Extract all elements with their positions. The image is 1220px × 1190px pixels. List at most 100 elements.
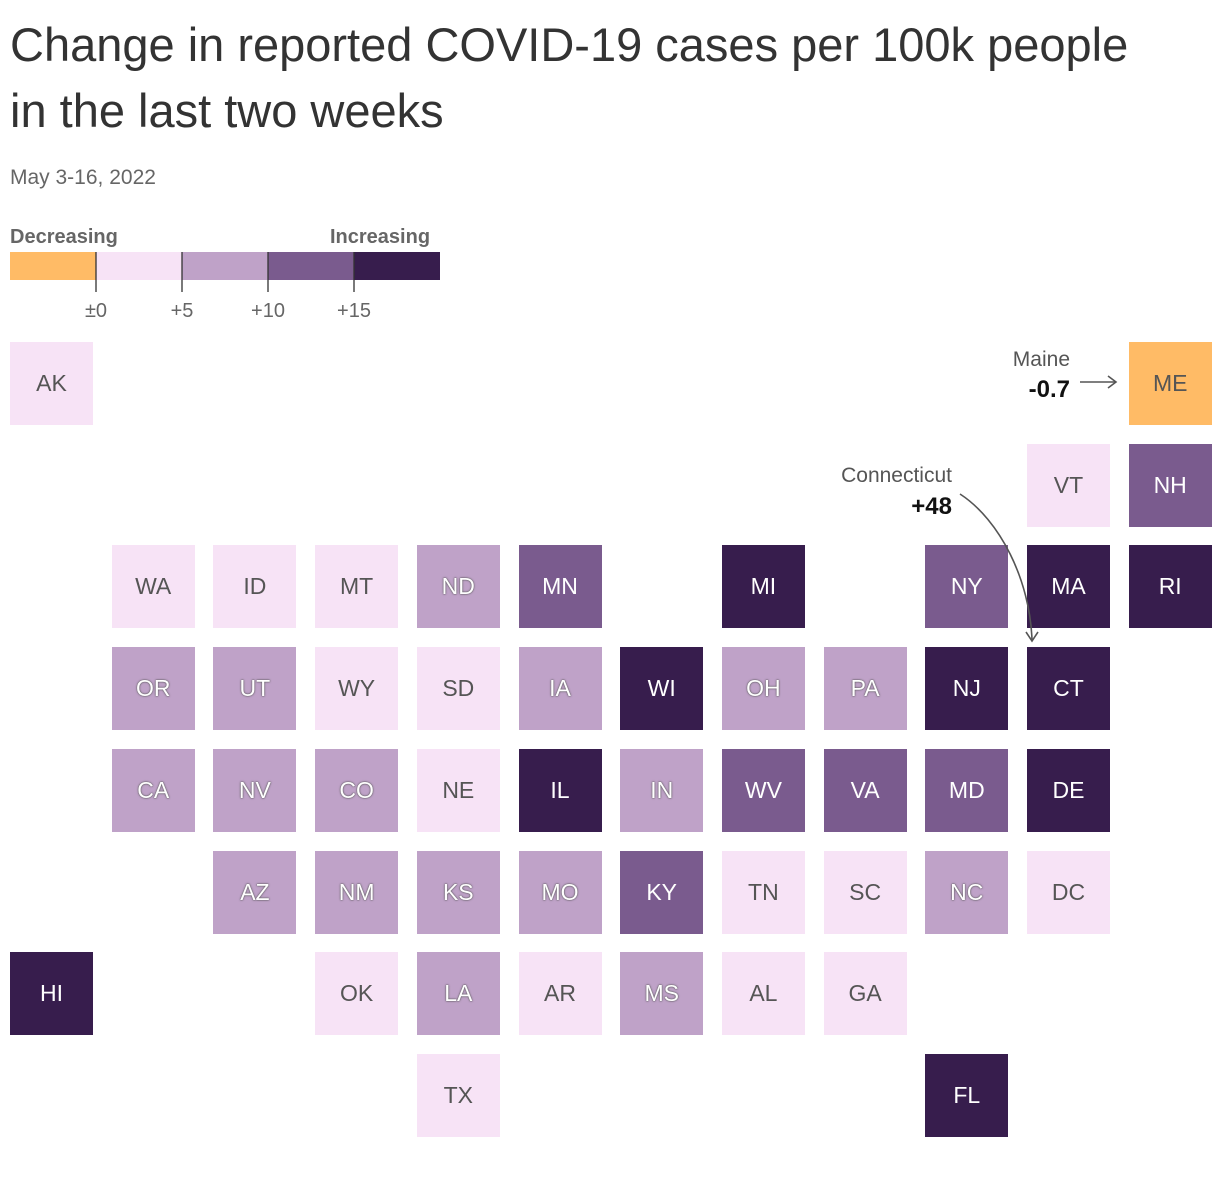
state-tile-tn[interactable]: TN xyxy=(721,850,805,934)
state-label: WA xyxy=(135,573,172,600)
state-tile-dc[interactable]: DC xyxy=(1027,850,1110,934)
state-label: KY xyxy=(646,878,678,905)
state-label: LA xyxy=(444,980,473,1007)
state-tile-ok[interactable]: OK xyxy=(315,952,399,1036)
state-label: DC xyxy=(1051,878,1086,905)
chart-subtitle: May 3-16, 2022 xyxy=(10,166,156,189)
state-tile-la[interactable]: LA xyxy=(416,952,500,1036)
state-tile-ga[interactable]: GA xyxy=(823,952,907,1036)
state-tile-co[interactable]: CO xyxy=(315,748,399,832)
state-tile-mn[interactable]: MN xyxy=(518,545,602,629)
legend-swatch-2 xyxy=(182,252,268,280)
state-tile-sd[interactable]: SD xyxy=(416,647,500,731)
state-label: ND xyxy=(441,573,475,600)
state-tile-ma[interactable]: MA xyxy=(1027,545,1110,629)
state-label: OH xyxy=(746,675,781,702)
state-label: WI xyxy=(647,675,676,702)
state-tile-ny[interactable]: NY xyxy=(925,545,1009,629)
state-tile-id[interactable]: ID xyxy=(213,545,297,629)
state-label: TX xyxy=(443,1081,473,1108)
state-tile-pa[interactable]: PA xyxy=(823,647,907,731)
state-tile-sc[interactable]: SC xyxy=(823,850,907,934)
state-tile-hi[interactable]: HI xyxy=(10,952,93,1036)
state-label: MT xyxy=(339,573,374,600)
state-tile-wi[interactable]: WI xyxy=(620,647,704,731)
state-label: FL xyxy=(953,1081,981,1108)
state-label: VT xyxy=(1053,471,1084,498)
state-label: IL xyxy=(550,776,570,803)
state-tile-va[interactable]: VA xyxy=(823,748,907,832)
state-label: NJ xyxy=(952,675,981,702)
state-tile-de[interactable]: DE xyxy=(1027,748,1110,832)
state-tile-fl[interactable]: FL xyxy=(925,1053,1009,1137)
state-tile-mi[interactable]: MI xyxy=(721,545,805,629)
state-tile-az[interactable]: AZ xyxy=(213,850,297,934)
state-label: OK xyxy=(339,980,374,1007)
state-tile-tx[interactable]: TX xyxy=(416,1053,500,1137)
state-tile-ne[interactable]: NE xyxy=(416,748,500,832)
state-tile-wv[interactable]: WV xyxy=(721,748,805,832)
state-label: AK xyxy=(36,370,67,396)
state-label: RI xyxy=(1158,573,1182,600)
legend-tick-label-15: +15 xyxy=(337,300,371,322)
state-label: NE xyxy=(442,776,475,803)
state-tile-ia[interactable]: IA xyxy=(518,647,602,731)
state-label: NY xyxy=(950,573,983,600)
state-tile-ut[interactable]: UT xyxy=(213,647,297,731)
state-tile-ky[interactable]: KY xyxy=(620,850,704,934)
state-tile-ar[interactable]: AR xyxy=(518,952,602,1036)
legend-swatch-3 xyxy=(268,252,354,280)
annotation-connecticut-value: +48 xyxy=(911,493,952,520)
state-label: DE xyxy=(1052,776,1085,803)
state-tile-oh[interactable]: OH xyxy=(721,647,805,731)
state-label: IA xyxy=(549,675,571,702)
state-tile-ct[interactable]: CT xyxy=(1027,647,1110,731)
legend-tick-label-5: +5 xyxy=(170,300,194,322)
state-tile-wa[interactable]: WA xyxy=(111,545,195,629)
state-tile-nj[interactable]: NJ xyxy=(925,647,1009,731)
state-tile-nd[interactable]: ND xyxy=(416,545,500,629)
state-tile-nc[interactable]: NC xyxy=(925,850,1009,934)
state-label: MO xyxy=(541,878,579,905)
state-tile-nv[interactable]: NV xyxy=(213,748,297,832)
legend-swatch-0 xyxy=(10,252,96,280)
state-label: CO xyxy=(339,776,374,803)
state-label: SC xyxy=(849,878,882,905)
legend-swatch-4 xyxy=(354,252,440,280)
state-tile-al[interactable]: AL xyxy=(721,952,805,1036)
state-label: KS xyxy=(442,878,474,905)
state-label: OR xyxy=(135,675,171,702)
chart-title: Change in reported COVID-19 cases per 10… xyxy=(10,18,1129,137)
state-tile-nh[interactable]: NH xyxy=(1128,443,1212,527)
state-label: CA xyxy=(137,776,170,803)
state-label: AZ xyxy=(240,878,270,905)
state-tile-ak[interactable]: AK xyxy=(10,342,93,425)
state-label: PA xyxy=(850,675,880,702)
state-label: ME xyxy=(1152,370,1188,396)
legend-increasing-label: Increasing xyxy=(330,226,431,248)
state-tile-in[interactable]: IN xyxy=(620,748,704,832)
state-tile-nm[interactable]: NM xyxy=(315,850,399,934)
state-tile-mt[interactable]: MT xyxy=(315,545,399,629)
state-tile-ks[interactable]: KS xyxy=(416,850,500,934)
state-tile-vt[interactable]: VT xyxy=(1027,443,1110,527)
annotation-maine-value: -0.7 xyxy=(1028,376,1070,403)
state-label: GA xyxy=(848,980,882,1007)
state-label: MI xyxy=(750,573,777,600)
state-tile-mo[interactable]: MO xyxy=(518,850,602,934)
state-label: NV xyxy=(238,776,271,803)
legend-tick-label-0: ±0 xyxy=(84,300,108,322)
state-tile-or[interactable]: OR xyxy=(111,647,195,731)
state-tile-md[interactable]: MD xyxy=(925,748,1009,832)
state-label: NM xyxy=(338,878,375,905)
state-tile-il[interactable]: IL xyxy=(518,748,602,832)
state-tile-ca[interactable]: CA xyxy=(111,748,195,832)
state-tile-ri[interactable]: RI xyxy=(1128,545,1212,629)
state-tile-wy[interactable]: WY xyxy=(315,647,399,731)
state-label: MD xyxy=(948,776,985,803)
state-tile-me[interactable]: ME xyxy=(1128,342,1212,425)
state-label: AR xyxy=(544,980,576,1007)
state-label: MN xyxy=(542,573,578,600)
legend-swatch-1 xyxy=(96,252,182,280)
state-tile-ms[interactable]: MS xyxy=(620,952,704,1036)
